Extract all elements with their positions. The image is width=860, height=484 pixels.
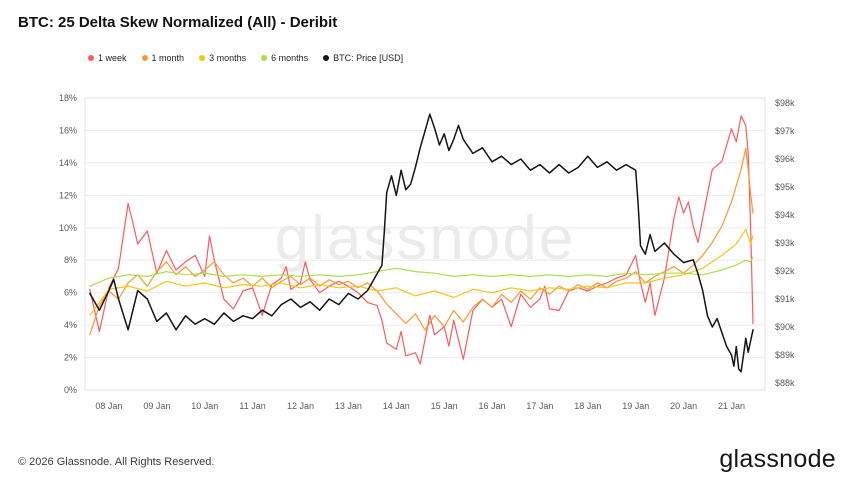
y-axis-left-tick-label: 8% [64,255,77,265]
x-axis-tick-label: 16 Jan [479,401,506,411]
legend-label-btc-price: BTC: Price [USD] [333,53,404,63]
x-axis-tick-label: 17 Jan [526,401,553,411]
y-axis-left-tick-label: 0% [64,385,77,395]
x-axis-tick-label: 12 Jan [287,401,314,411]
y-axis-right-tick-label: $94k [775,210,795,220]
x-axis-tick-label: 11 Jan [239,401,265,411]
series-line-3-months [89,228,754,316]
legend: 1 week 1 month 3 months 6 months BTC: Pr… [88,53,403,63]
y-axis-left-tick-label: 6% [64,288,77,298]
legend-dot-btc-price-icon [323,55,330,61]
legend-label-3-months: 3 months [209,53,247,63]
legend-item-btc-price[interactable]: BTC: Price [USD] [323,53,403,63]
y-axis-left-tick-label: 14% [59,158,77,168]
y-axis-right-tick-label: $97k [775,126,795,136]
x-axis-tick-label: 21 Jan [718,401,745,411]
glassnode-logo[interactable]: glassnode [719,445,836,473]
legend-item-1-month[interactable]: 1 month [141,53,185,63]
x-axis-tick-label: 10 Jan [191,401,218,411]
y-axis-right-tick-label: $98k [775,98,795,108]
series-line-btc-price-usd [89,113,754,373]
legend-label-1-month: 1 month [151,53,185,63]
x-axis-tick-label: 09 Jan [143,401,170,411]
legend-item-6-months[interactable]: 6 months [261,53,308,63]
y-axis-left-tick-label: 2% [64,353,77,363]
legend-dot-3-months-icon [199,55,206,61]
chart-canvas[interactable]: 0% 2% 4% 6% 8% 10% 12% 14% 16% 18% $88k $89k $90k $91… [0,0,860,440]
chart-title: BTC: 25 Delta Skew Normalized (All) - De… [18,14,338,31]
y-axis-right-tick-label: $93k [775,238,795,248]
legend-label-1-week: 1 week [98,53,127,63]
y-axis-right-tick-label: $89k [775,350,795,360]
x-axis-tick-label: 20 Jan [670,401,697,411]
series-line-1-week [89,115,754,365]
x-axis-tick-label: 14 Jan [383,401,410,411]
series-line-6-months [89,256,754,287]
legend-item-3-months[interactable]: 3 months [199,53,246,63]
plot-border [84,97,766,391]
y-axis-right-tick-label: $91k [775,294,795,304]
legend-dot-1-week-icon [88,55,94,61]
x-axis-tick-label: 15 Jan [431,401,458,411]
y-axis-left-tick-label: 10% [59,223,77,233]
legend-dot-1-month-icon [141,55,148,61]
y-axis-right-tick-label: $88k [775,378,795,388]
series-line-1-month [89,147,754,336]
legend-label-6-months: 6 months [271,53,309,63]
y-axis-left-tick-label: 4% [64,320,77,330]
x-axis-tick-label: 13 Jan [335,401,362,411]
y-axis-left-tick-label: 18% [59,93,77,103]
y-axis-left-tick-label: 12% [59,190,77,200]
legend-item-1-week[interactable]: 1 week [88,53,127,63]
x-axis-tick-label: 19 Jan [622,401,649,411]
y-axis-right-tick-label: $92k [775,266,795,276]
y-axis-left-tick-label: 16% [59,125,77,135]
y-axis-right-tick-label: $95k [775,182,795,192]
y-axis-right-tick-label: $90k [775,322,795,332]
x-axis-tick-label: 18 Jan [574,401,601,411]
legend-dot-6-months-icon [261,55,268,61]
x-axis-tick-label: 08 Jan [95,401,122,411]
y-axis-right-tick-label: $96k [775,154,795,164]
copyright-text: © 2026 Glassnode. All Rights Reserved. [18,456,215,468]
